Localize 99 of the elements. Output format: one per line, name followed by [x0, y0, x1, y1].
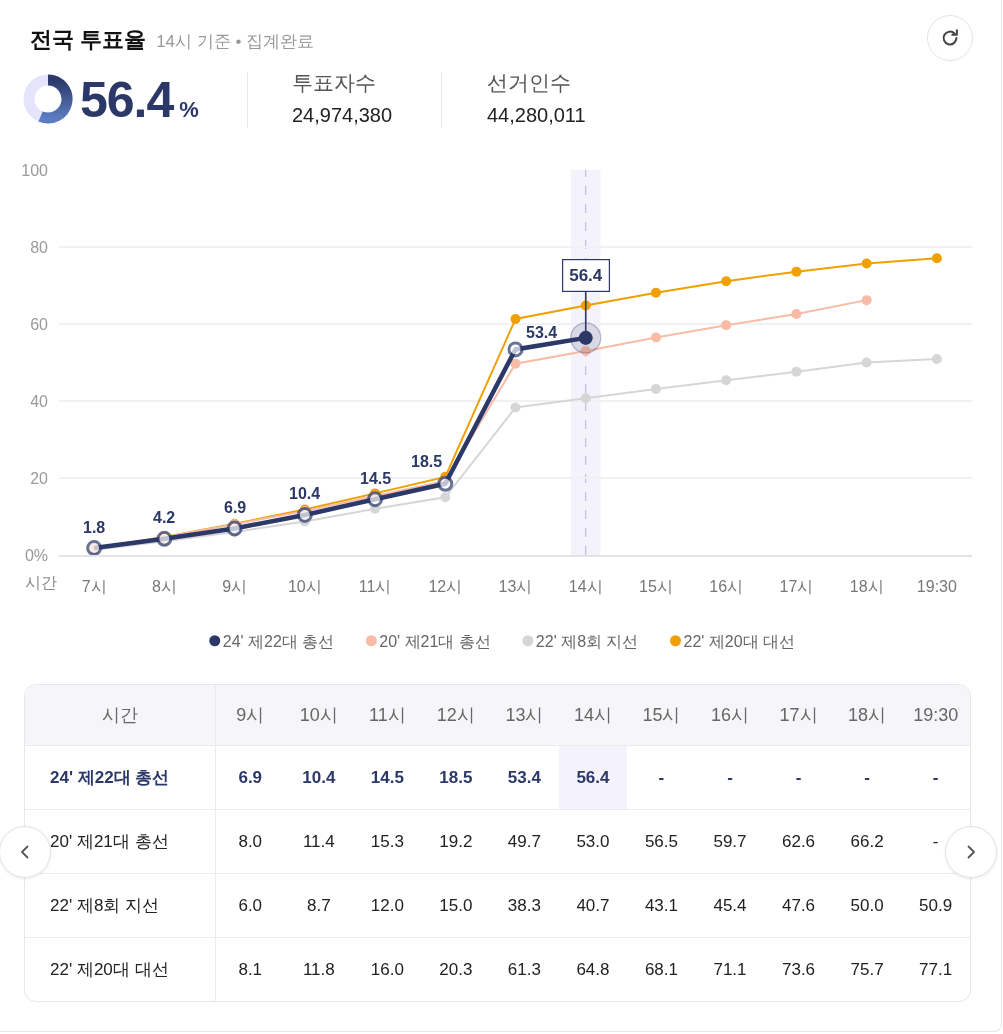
data-label: 61.3 — [506, 958, 542, 981]
data-label: 4.2 — [153, 509, 176, 526]
text: 53.4 — [507, 767, 541, 787]
y-tick-label: 20 — [30, 469, 49, 487]
x-tick-label: 15시 — [639, 578, 673, 596]
legend-label: 20' 제21대 총선 — [379, 632, 491, 650]
data-label: 20.3 — [438, 958, 474, 981]
text: 18.5 — [439, 767, 473, 787]
x-tick-label: 8시 — [151, 578, 177, 596]
y-tick-label: 100 — [21, 161, 49, 179]
text: 시간 — [102, 705, 138, 725]
x-tick-label: 17시 — [779, 578, 814, 596]
data-label: 50.0 — [832, 874, 902, 938]
x-tick-label: 14시 — [568, 578, 603, 596]
data-label: 15.0 — [421, 874, 491, 938]
data-label: 53.4 — [526, 324, 558, 341]
data-label: 1.8 — [83, 519, 106, 536]
data-label: 68.1 — [643, 958, 679, 981]
category-label: 9시 — [236, 705, 265, 725]
data-label: 56.5 — [627, 810, 696, 874]
text: 투표자수 — [292, 70, 376, 96]
data-label: 8.1 — [237, 958, 264, 981]
legend-label: 22' 제8회 지선 — [535, 632, 639, 650]
category-label: 16시 — [710, 705, 749, 725]
data-label: 75.7 — [849, 958, 885, 981]
data-label: 64.8 — [575, 958, 611, 981]
text: 44,280,011 — [487, 104, 586, 127]
data-label: 6.9 — [224, 499, 247, 516]
text: 56.4% — [80, 72, 199, 128]
y-tick-label: 60 — [30, 315, 49, 333]
x-tick-label: 18시 — [849, 578, 884, 596]
x-tick-label: 9시 — [222, 578, 248, 596]
x-tick-label: 12시 — [428, 578, 463, 596]
text: - — [795, 767, 802, 787]
data-label: 8.0 — [216, 810, 285, 874]
data-label: 8.7 — [284, 874, 354, 938]
data-label: 62.6 — [764, 810, 833, 874]
data-label: 6.0 — [216, 874, 285, 938]
text: 6.9 — [238, 767, 263, 787]
category-label: 12시 — [436, 705, 475, 725]
text: 14시 — [573, 705, 612, 725]
data-label: 49.7 — [490, 810, 559, 874]
x-tick-label: 10시 — [287, 578, 322, 596]
text: 56.4 — [576, 767, 610, 787]
y-tick-label: 40 — [30, 392, 49, 410]
text: - — [727, 767, 733, 787]
x-tick-label: 11시 — [358, 578, 392, 596]
data-label: 47.6 — [764, 874, 833, 938]
data-label: 40.7 — [558, 874, 628, 938]
chart-subtitle: 14시 기준 • 집계완료 — [156, 32, 315, 51]
legend-label: 22' 제20대 대선 — [683, 632, 796, 650]
y-tick-label: 0% — [24, 546, 48, 564]
data-label: 71.1 — [712, 958, 748, 981]
category-label: 13시 — [505, 705, 544, 725]
data-label: 73.6 — [780, 958, 817, 981]
text: - — [658, 767, 665, 787]
data-label: 12.0 — [353, 874, 422, 938]
text: 24' 제22대 총선 — [50, 768, 170, 787]
data-label: 14.5 — [360, 470, 392, 487]
data-label: 43.1 — [627, 874, 696, 938]
data-label: 77.1 — [918, 958, 954, 981]
category-label: 15시 — [642, 705, 681, 725]
text: 14.5 — [370, 767, 404, 787]
category-label: 11시 — [368, 705, 406, 725]
category-label: 18시 — [848, 705, 887, 725]
text: 24,974,380 — [292, 104, 393, 127]
x-axis-title: 시간 — [25, 574, 57, 591]
data-label: 38.3 — [490, 874, 559, 938]
text: 22' 제8회 지선 — [50, 896, 160, 915]
data-label: 59.7 — [695, 810, 765, 874]
chart-title: 전국 투표율 — [30, 27, 147, 52]
category-label: 17시 — [779, 705, 818, 725]
data-label: 66.2 — [832, 810, 902, 874]
x-tick-label: 16시 — [709, 578, 744, 596]
text: 20' 제21대 총선 — [50, 832, 169, 851]
text: 10.4 — [302, 767, 336, 787]
data-label: 19.2 — [421, 810, 491, 874]
text: - — [864, 767, 870, 787]
x-tick-label: 7시 — [81, 578, 107, 596]
data-label: 56.4 — [569, 266, 603, 286]
data-label: 45.4 — [695, 874, 765, 938]
data-label: 53.0 — [558, 810, 628, 874]
data-label: 15.3 — [353, 810, 422, 874]
x-tick-label: 19:30 — [916, 578, 957, 596]
data-label: 16.0 — [369, 958, 405, 981]
legend-label: 24' 제22대 총선 — [222, 632, 335, 650]
data-label: 11.8 — [301, 958, 336, 981]
category-label: 10시 — [299, 705, 338, 725]
data-label: 10.4 — [289, 485, 321, 502]
data-label: 18.5 — [411, 453, 443, 470]
x-tick-label: 13시 — [498, 578, 533, 596]
text: - — [932, 767, 939, 787]
category-label: 19:30 — [913, 704, 959, 725]
data-label: 11.4 — [284, 810, 354, 874]
y-tick-label: 80 — [30, 238, 49, 256]
text: - — [932, 831, 939, 851]
text: 22' 제20대 대선 — [50, 960, 169, 979]
data-label: 50.9 — [901, 874, 970, 938]
text: 선거인수 — [487, 70, 571, 96]
